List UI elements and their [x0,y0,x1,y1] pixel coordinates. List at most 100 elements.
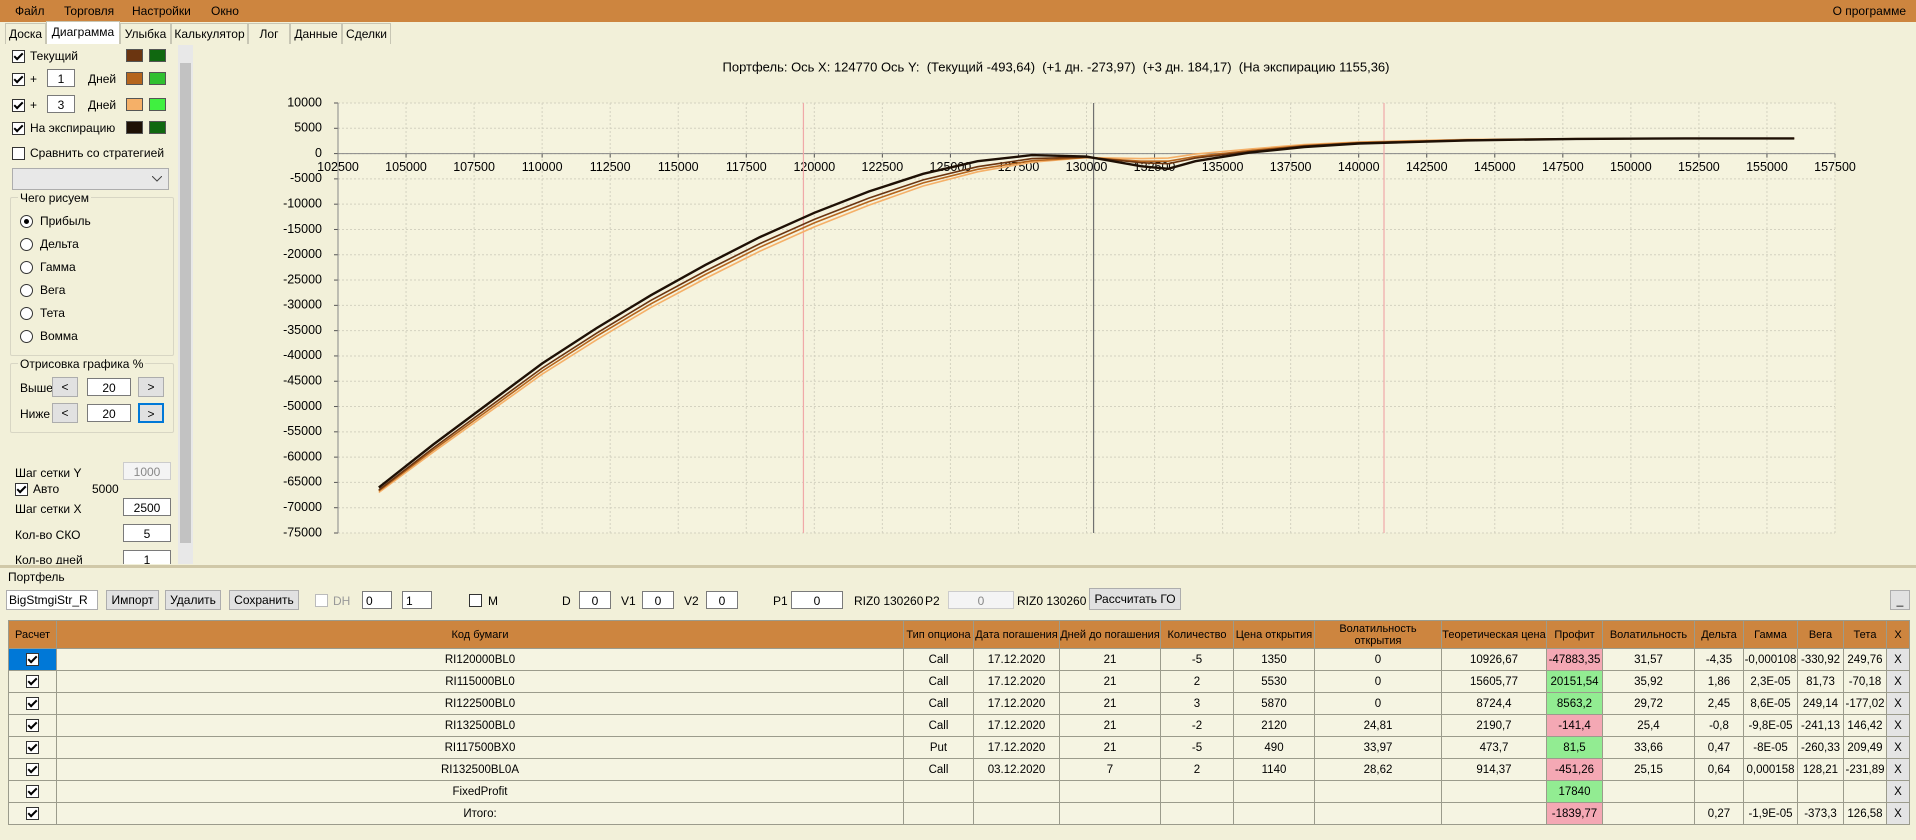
color-swatch[interactable] [149,49,166,62]
checkbox[interactable] [12,122,25,135]
menu-item[interactable]: Окно [211,4,239,18]
color-swatch[interactable] [149,121,166,134]
delete-button[interactable]: X [1886,692,1910,715]
spin-input[interactable]: 1 [402,591,432,609]
checkbox[interactable] [315,594,328,607]
checkbox[interactable] [12,99,25,112]
cell: 17840 [1546,780,1603,803]
checkbox[interactable] [12,50,25,63]
checkbox-cell[interactable] [8,670,57,693]
checkbox[interactable] [26,719,39,732]
text-input[interactable]: 0 [706,591,738,609]
delete-button[interactable]: X [1886,736,1910,759]
checkbox-cell[interactable] [8,736,57,759]
dropdown[interactable] [12,168,169,190]
radio[interactable] [20,215,33,228]
radio[interactable] [20,330,33,343]
checkbox-cell[interactable] [8,648,57,671]
table-row[interactable]: RI120000BL0 Call 17.12.2020 21 -5 1350 0 10926,… [8,648,1910,671]
delete-button[interactable]: X [1886,648,1910,671]
checkbox[interactable] [469,594,482,607]
checkbox-cell[interactable] [8,714,57,737]
delete-button[interactable]: X [1886,714,1910,737]
checkbox-cell[interactable] [8,780,57,803]
table-row[interactable]: RI122500BL0 Call 17.12.2020 21 3 5870 0 8724,4 8… [8,692,1910,715]
radio[interactable] [20,284,33,297]
table-row[interactable]: Итого: -1839,77 0,27 -1,9E-05 -373,3 126,58 X [8,802,1910,825]
color-swatch[interactable] [149,98,166,111]
radio[interactable] [20,261,33,274]
delete-button[interactable]: X [1886,758,1910,781]
tab[interactable]: Доска [5,23,46,44]
text-input[interactable]: 20 [87,378,131,396]
color-swatch[interactable] [126,49,143,62]
cell: -231,89 [1843,758,1887,781]
label: + [30,98,38,112]
menu-item[interactable]: Настройки [132,4,191,18]
menu-item[interactable]: Торговля [64,4,115,18]
delete-button[interactable]: X [1886,670,1910,693]
scrollbar[interactable] [178,45,193,564]
tab[interactable]: Лог [248,23,290,44]
button[interactable]: < [52,403,78,423]
text-input[interactable]: 0 [791,591,843,609]
text-input[interactable]: 5 [123,524,171,542]
button[interactable]: > [138,377,164,397]
text-input[interactable]: 1 [47,69,75,87]
checkbox[interactable] [26,675,39,688]
checkbox[interactable] [15,483,28,496]
splitter[interactable] [0,565,1916,568]
color-swatch[interactable] [149,72,166,85]
delete-button[interactable]: X [1886,802,1910,825]
checkbox[interactable] [26,741,39,754]
color-swatch[interactable] [126,121,143,134]
checkbox-cell[interactable] [8,692,57,715]
text-input[interactable]: 0 [579,591,611,609]
checkbox[interactable] [26,807,39,820]
text-input[interactable]: 0 [642,591,674,609]
table-row[interactable]: RI115000BL0 Call 17.12.2020 21 2 5530 0 15605,7… [8,670,1910,693]
delete-button[interactable]: X [1886,780,1910,803]
tab[interactable]: Данные [290,23,342,44]
checkbox-cell[interactable] [8,802,57,825]
button[interactable]: Сохранить [229,590,299,610]
button[interactable]: < [52,377,78,397]
text-input[interactable]: 1 [123,550,171,564]
tab[interactable]: Улыбка [120,23,171,44]
button[interactable]: _ [1890,590,1910,610]
checkbox[interactable] [12,73,25,86]
scrollbar-thumb[interactable] [180,63,191,543]
button[interactable]: Удалить [165,590,221,610]
color-swatch[interactable] [126,98,143,111]
checkbox[interactable] [26,653,39,666]
button[interactable]: Рассчитать ГО [1089,588,1181,610]
checkbox-cell[interactable] [8,758,57,781]
table-row[interactable]: RI117500BX0 Put 17.12.2020 21 -5 490 33,97 473,… [8,736,1910,759]
cell [1602,780,1695,803]
tab[interactable]: Калькулятор [171,23,248,44]
button[interactable]: Импорт [106,590,159,610]
tab[interactable]: Сделки [342,23,391,44]
table-row[interactable]: RI132500BL0 Call 17.12.2020 21 -2 2120 24,81 21… [8,714,1910,737]
table-row[interactable]: FixedProfit 17840 X [8,780,1910,803]
menu-item[interactable]: Файл [15,4,45,18]
text-input[interactable]: 3 [47,95,75,113]
tab[interactable]: Диаграмма [46,21,120,44]
table-row[interactable]: RI132500BL0A Call 03.12.2020 7 2 1140 28,62 914… [8,758,1910,781]
checkbox[interactable] [12,147,25,160]
text-input[interactable]: 0 [948,591,1014,609]
cell: -9,8E-05 [1743,714,1798,737]
strategy-dropdown[interactable]: BigStmgiStr_R [6,590,98,610]
checkbox[interactable] [26,697,39,710]
text-input[interactable]: 1000 [123,462,171,480]
menu-item[interactable]: О программе [1832,4,1906,18]
checkbox[interactable] [26,785,39,798]
radio[interactable] [20,238,33,251]
checkbox[interactable] [26,763,39,776]
button[interactable]: > [138,403,164,423]
spin-input[interactable]: 0 [362,591,392,609]
color-swatch[interactable] [126,72,143,85]
text-input[interactable]: 2500 [123,498,171,516]
text-input[interactable]: 20 [87,404,131,422]
radio[interactable] [20,307,33,320]
